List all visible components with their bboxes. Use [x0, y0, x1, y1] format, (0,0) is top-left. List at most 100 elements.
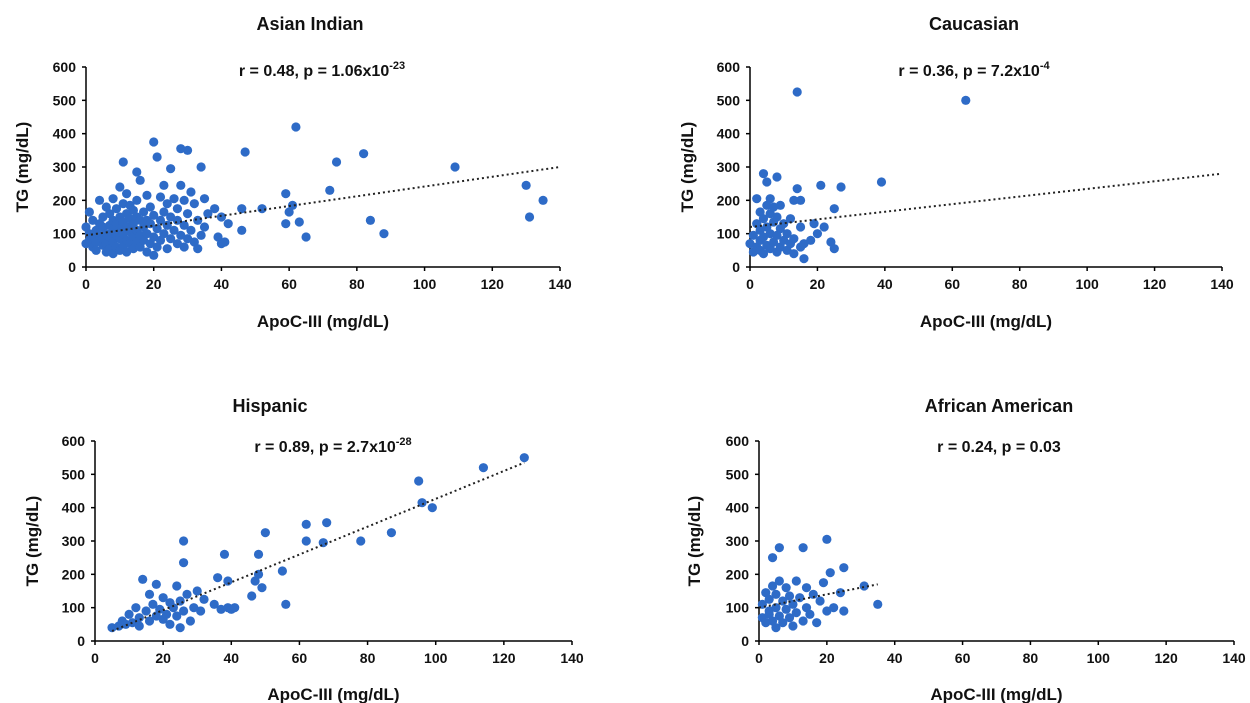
data-point: [151, 579, 161, 589]
x-tick-label: 0: [82, 276, 90, 292]
y-tick-label: 100: [62, 600, 86, 616]
data-point: [774, 576, 784, 586]
data-point: [179, 242, 189, 252]
data-point: [829, 603, 839, 613]
data-point: [172, 611, 182, 621]
data-point: [781, 583, 791, 593]
data-point: [450, 162, 460, 172]
data-point: [325, 185, 335, 195]
data-point: [524, 212, 535, 222]
y-tick-label: 0: [741, 633, 749, 649]
data-point: [792, 184, 802, 194]
data-point: [818, 578, 829, 588]
data-point: [196, 230, 206, 240]
y-tick-label: 500: [717, 92, 741, 108]
data-point: [193, 244, 203, 254]
data-point: [166, 164, 176, 174]
x-tick-label: 100: [424, 650, 448, 666]
y-tick-label: 100: [717, 226, 741, 242]
data-point: [189, 199, 199, 209]
data-point: [111, 204, 122, 214]
data-point: [149, 137, 159, 147]
data-point: [784, 613, 795, 623]
data-point: [791, 576, 801, 586]
data-point: [118, 157, 128, 167]
data-point: [778, 618, 788, 628]
data-point: [196, 162, 206, 172]
y-tick-label: 400: [53, 126, 77, 142]
data-point: [795, 195, 806, 205]
y-tick-label: 300: [726, 533, 750, 549]
data-point: [478, 463, 489, 473]
data-point: [178, 558, 189, 568]
data-point: [775, 200, 785, 210]
data-point: [808, 589, 818, 599]
data-point: [166, 234, 176, 244]
data-point: [182, 145, 193, 155]
x-tick-label: 100: [1087, 650, 1111, 666]
data-point: [148, 599, 158, 609]
data-point: [379, 229, 389, 239]
data-point: [519, 453, 529, 463]
data-point: [127, 618, 138, 628]
data-point: [748, 230, 758, 240]
data-point: [247, 591, 257, 601]
stats-annotation: r = 0.89, p = 2.7x10-28: [254, 436, 411, 456]
data-point: [281, 219, 291, 229]
data-point: [816, 180, 826, 190]
x-tick-label: 100: [1075, 276, 1099, 292]
data-point: [301, 232, 311, 242]
stats-annotation: r = 0.24, p = 0.03: [937, 439, 1061, 456]
data-point: [771, 589, 781, 599]
data-point: [149, 250, 159, 260]
trendline: [85, 166, 561, 237]
x-axis-title: ApoC-III (mg/dL): [920, 312, 1052, 331]
data-point: [155, 215, 166, 225]
chart-title: Caucasian: [929, 14, 1019, 34]
data-point: [159, 207, 169, 217]
y-tick-label: 500: [726, 466, 750, 482]
data-point: [179, 195, 189, 205]
data-point: [764, 606, 774, 616]
data-point: [138, 207, 149, 217]
data-point: [765, 194, 775, 204]
data-point: [169, 194, 179, 204]
y-tick-label: 600: [717, 59, 741, 75]
data-point: [799, 254, 809, 264]
data-point: [108, 194, 118, 204]
data-point: [294, 217, 304, 227]
data-point: [782, 229, 792, 239]
data-point: [789, 249, 799, 259]
x-tick-label: 20: [819, 650, 835, 666]
x-tick-label: 80: [349, 276, 365, 292]
data-point: [785, 214, 796, 224]
data-point: [781, 604, 791, 614]
data-point: [168, 603, 178, 613]
x-tick-label: 0: [746, 276, 754, 292]
y-tick-label: 100: [53, 226, 77, 242]
data-point: [291, 122, 301, 132]
data-point: [142, 190, 152, 200]
data-point: [145, 202, 155, 212]
chart-title: African American: [925, 396, 1073, 416]
y-tick-label: 400: [62, 500, 86, 516]
data-point: [237, 204, 247, 214]
data-point: [223, 576, 233, 586]
y-tick-label: 300: [717, 159, 741, 175]
data-point: [772, 212, 782, 222]
x-tick-label: 140: [560, 650, 584, 666]
chart-title: Asian Indian: [256, 14, 363, 34]
data-point: [386, 528, 397, 538]
x-tick-label: 40: [887, 650, 903, 666]
data-point: [764, 594, 774, 604]
data-point: [199, 594, 209, 604]
data-point: [839, 606, 849, 616]
y-axis-title: TG (mg/dL): [678, 122, 697, 213]
x-tick-label: 120: [492, 650, 516, 666]
data-point: [791, 608, 801, 618]
x-tick-label: 60: [292, 650, 308, 666]
trendline: [749, 172, 1223, 228]
x-tick-label: 140: [1222, 650, 1246, 666]
data-point: [178, 536, 189, 546]
